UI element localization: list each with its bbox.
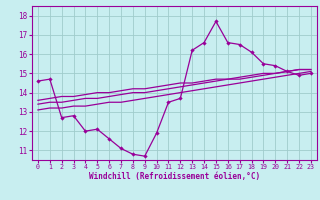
X-axis label: Windchill (Refroidissement éolien,°C): Windchill (Refroidissement éolien,°C) (89, 172, 260, 181)
